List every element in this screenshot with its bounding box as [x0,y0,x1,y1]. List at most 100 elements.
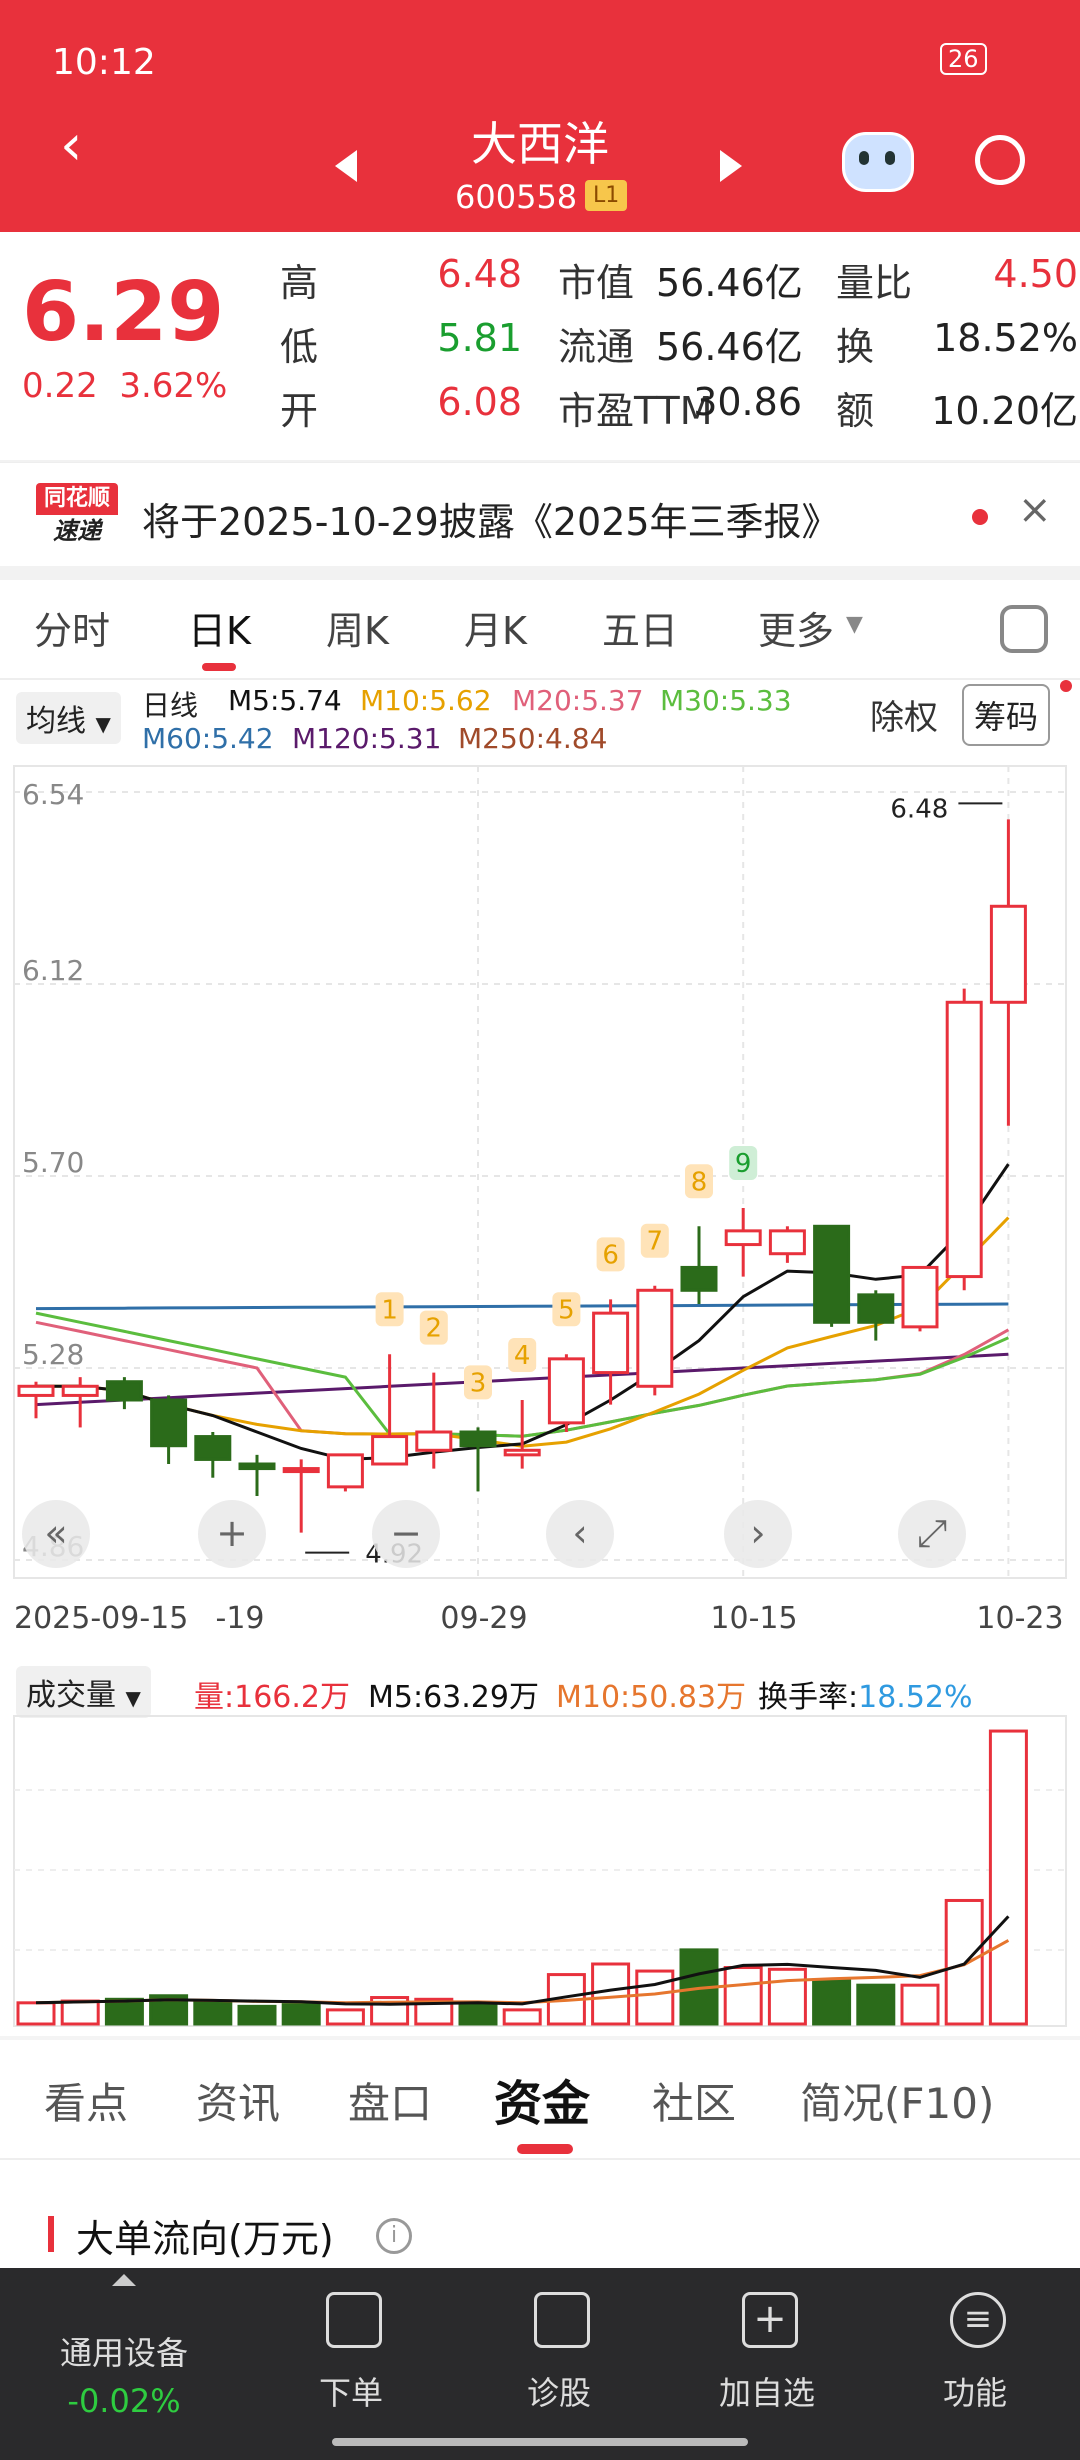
tab-5[interactable]: 更多 [758,609,835,653]
candlestick-chart[interactable]: 6.546.125.705.284.861234567896.484.92«+−… [0,760,1080,1640]
volume-bar [325,2008,365,2026]
volume-bar [281,2003,321,2026]
volume-chart [13,1715,1067,2027]
chart-control-3[interactable] [546,1500,614,1568]
diagnose-icon[interactable] [534,2292,590,2348]
quote-label: 开 [280,389,319,433]
quote-value: 10.20亿 [931,389,1078,433]
status-time: 10:12 [52,42,156,83]
volume-bar [60,1999,100,2026]
candle-body [813,1224,851,1324]
bottom-tab-4[interactable]: 社区 [652,2079,737,2128]
price-change: 0.22 3.62% [22,366,228,406]
tab-4[interactable]: 五日 [602,609,679,653]
sector-up-icon [112,2274,136,2286]
td-label-bg [552,1292,581,1327]
add-watchlist-icon[interactable]: + [742,2292,798,2348]
quote-value: 18.52% [933,316,1078,360]
candle-body [150,1398,188,1448]
next-stock-icon[interactable] [720,150,742,182]
info-icon[interactable]: i [376,2218,412,2254]
ma-selector[interactable]: 均线 ▼ [16,692,121,744]
td-label-bg [419,1310,448,1345]
candle-body [547,1357,585,1425]
chart-control-2[interactable] [372,1500,440,1568]
ma30-value: M30:5.33 [660,684,792,717]
ma5-value: M5:5.74 [228,684,342,717]
close-icon[interactable]: × [1018,487,1052,533]
battery-icon: 26 [940,43,987,75]
bottom-tab-3[interactable]: 资金 [494,2076,591,2132]
chart-control-0[interactable] [22,1500,90,1568]
bottom-tab-indicator [517,2144,573,2154]
chart-control-4[interactable] [724,1500,792,1568]
sector-name[interactable]: 通用设备 [59,2334,188,2372]
settings-hex-icon[interactable] [1000,605,1048,653]
chart-control-glyph: › [750,1511,765,1555]
tab-3[interactable]: 月K [464,609,527,653]
volume-bar [591,1962,631,2026]
chuquan-button[interactable]: 除权 [870,698,938,738]
volume-bar [856,1983,896,2026]
prev-stock-icon[interactable] [335,150,357,182]
tab-0[interactable]: 分时 [34,609,111,653]
volume-bar [944,1898,984,2026]
chart-control-5[interactable] [898,1500,966,1568]
notice-bar[interactable]: 同花顺 速递 将于2025-10-29披露《2025年三季报》 × [0,462,1080,569]
td-label-bg [685,1164,713,1199]
y-tick-label: 5.28 [22,1338,84,1371]
td-label: 9 [735,1149,752,1179]
candle-body [636,1288,674,1388]
top-bar: 10:12 26 ‹ 大西洋 600558 L1 [0,0,1080,232]
tab-1[interactable]: 日K [188,609,251,653]
tab-2[interactable]: 周K [326,609,389,653]
td-label-bg [464,1365,492,1400]
volume-bar [723,1966,763,2026]
diagnose-button[interactable]: 诊股 [526,2374,591,2412]
back-icon[interactable]: ‹ [60,113,83,178]
candle-body [105,1380,143,1402]
function-button[interactable]: 功能 [942,2374,1007,2412]
td-label: 3 [470,1368,487,1398]
td-label-bg [640,1223,669,1258]
candle-body [857,1293,895,1324]
td-label-bg [729,1146,758,1180]
candle-body [680,1265,718,1292]
x-tick-label: 10-23 [976,1601,1063,1636]
bottom-bar: 通用设备 -0.02% 下单 诊股 + 加自选 ≡ 功能 [0,2268,1080,2460]
quote-label: 低 [280,325,319,369]
x-tick-label: 10-15 [710,1601,797,1636]
turnover-label: 换手率:18.52% [758,1680,973,1715]
candle-body [945,1000,983,1279]
chart-control-1[interactable] [198,1500,266,1568]
menu-icon[interactable]: ≡ [950,2292,1006,2348]
bottom-tab-0[interactable]: 看点 [44,2079,129,2128]
bottom-tab-5[interactable]: 简况(F10) [800,2079,995,2128]
candle-body [415,1430,453,1452]
x-tick-label: 2025-09-15 [14,1601,188,1636]
bottom-tab-2[interactable]: 盘口 [348,2079,433,2128]
bottom-tab-1[interactable]: 资讯 [196,2079,281,2128]
volume-bar [104,1997,144,2026]
notice-text: 将于2025-10-29披露《2025年三季报》 [142,500,840,544]
candle-body [194,1435,232,1461]
volume-m5: M5:63.29万 [368,1680,539,1715]
chart-control-glyph: + [216,1511,248,1555]
candle-body [282,1467,320,1474]
add-watchlist-button[interactable]: 加自选 [718,2374,815,2412]
volume-bar [635,1969,675,2026]
order-icon[interactable] [326,2292,382,2348]
chart-control-glyph: ⤢ [917,1511,947,1555]
order-button[interactable]: 下单 [318,2374,383,2412]
quote-value: 56.46亿 [656,325,803,369]
quote-value: 6.08 [437,380,522,424]
search-icon[interactable] [975,135,1025,185]
chouma-button[interactable]: 筹码 [962,684,1051,746]
robot-icon[interactable] [842,132,914,192]
volume-selector[interactable]: 成交量 ▼ [16,1666,151,1718]
ma60-value: M60:5.42 [142,722,274,755]
y-tick-label: 5.70 [22,1146,84,1179]
ma120-value: M120:5.31 [292,722,442,755]
td-label: 8 [691,1167,708,1197]
x-tick-label: -19 [216,1601,265,1636]
